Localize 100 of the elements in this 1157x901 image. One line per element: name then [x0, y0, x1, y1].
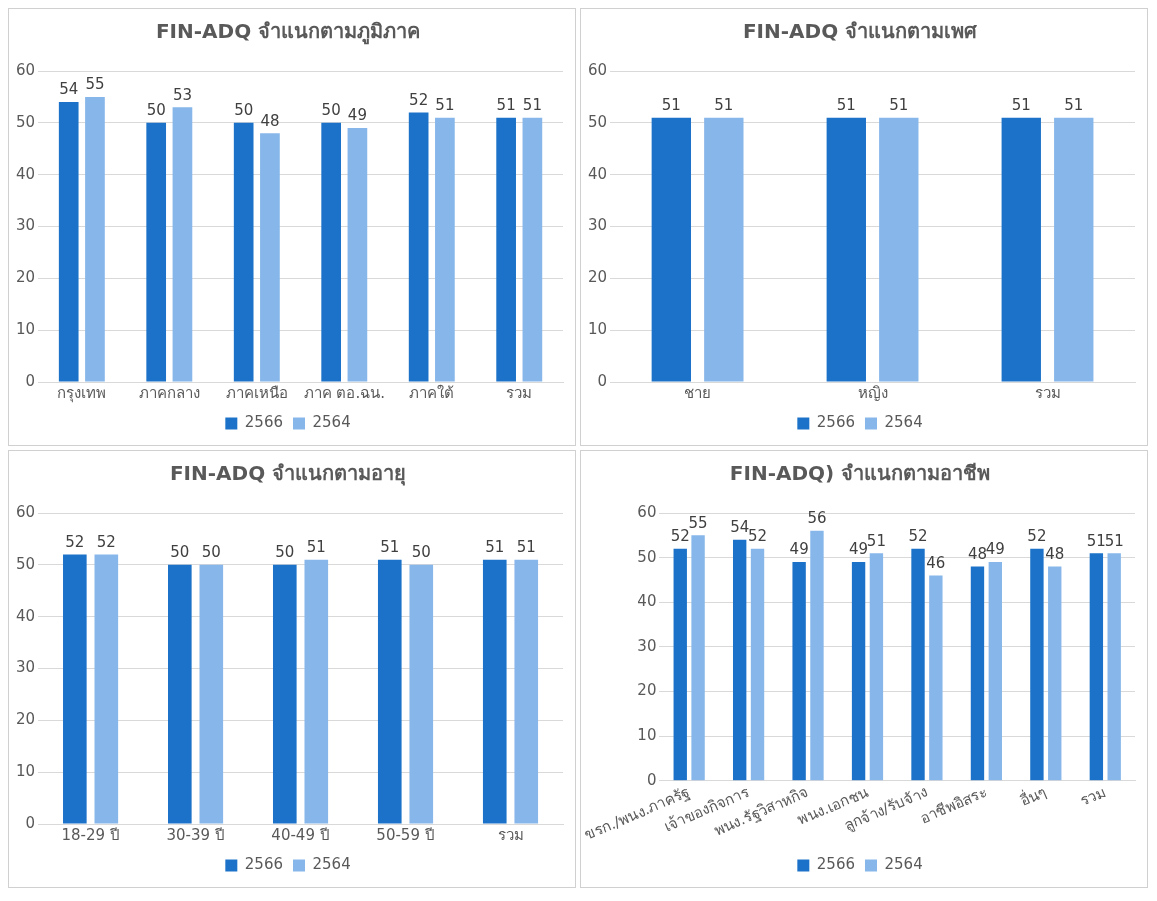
bar	[988, 562, 1002, 781]
data-label: 49	[347, 106, 367, 125]
bar	[691, 535, 705, 781]
bar	[260, 133, 280, 382]
x-tick-label: หญิง	[857, 383, 888, 402]
chart-title: FIN-ADQ) จำแนกตามอาชีพ	[729, 461, 991, 486]
data-label: 51	[1011, 96, 1031, 115]
y-tick-label: 20	[15, 710, 36, 729]
x-tick-label: รวม	[1034, 383, 1061, 402]
bar	[869, 553, 884, 781]
data-label: 50	[146, 101, 166, 120]
y-tick-label: 0	[25, 813, 36, 832]
data-label: 49	[789, 540, 809, 559]
x-tick-label: ชาย	[684, 383, 712, 402]
data-label: 50	[234, 101, 254, 120]
data-label: 53	[172, 85, 192, 104]
x-tick-label: รวม	[1077, 782, 1109, 810]
bar	[810, 530, 824, 781]
y-tick-label: 60	[637, 502, 657, 521]
bar	[435, 117, 455, 382]
data-label: 51	[516, 538, 536, 557]
y-tick-label: 0	[597, 371, 608, 390]
bar	[733, 539, 747, 781]
data-label: 51	[866, 531, 886, 550]
data-label: 52	[670, 527, 690, 546]
x-tick-label: ภาค ตอ.ฉน.	[303, 383, 385, 402]
y-tick-label: 60	[587, 60, 608, 79]
legend-label: 2564	[884, 413, 923, 432]
data-label: 51	[380, 538, 400, 557]
bar	[347, 128, 368, 382]
legend-label: 2566	[244, 855, 284, 874]
data-label: 51	[522, 96, 542, 115]
data-label: 52	[65, 532, 85, 551]
data-label: 52	[409, 90, 429, 109]
x-tick-label: 40-49 ปี	[271, 825, 330, 844]
data-label: 48	[1045, 544, 1065, 563]
x-tick-label: ภาคกลาง	[138, 383, 200, 402]
chart-title: FIN-ADQ จำแนกตามอายุ	[169, 461, 407, 487]
y-tick-label: 10	[637, 726, 657, 745]
bar	[792, 562, 806, 781]
chart-title: FIN-ADQ จำแนกตามเพศ	[742, 19, 979, 44]
legend-label: 2566	[244, 413, 284, 432]
bar	[911, 548, 925, 781]
legend-label: 2564	[312, 413, 351, 432]
data-label: 50	[411, 543, 431, 562]
data-label: 49	[849, 540, 869, 559]
data-label: 51	[661, 96, 681, 115]
data-label: 51	[496, 96, 516, 115]
bar	[146, 122, 167, 382]
data-label: 49	[985, 540, 1005, 559]
y-tick-label: 0	[25, 371, 36, 390]
bar	[851, 562, 866, 781]
bar	[750, 548, 765, 781]
legend-label: 2564	[884, 855, 923, 874]
x-tick-label: 18-29 ปี	[61, 825, 120, 844]
y-tick-label: 30	[637, 636, 657, 655]
x-tick-label: รวม	[506, 383, 533, 402]
y-tick-label: 20	[637, 681, 657, 700]
y-tick-label: 50	[15, 554, 36, 573]
y-tick-label: 10	[587, 320, 608, 339]
y-tick-label: 50	[587, 112, 608, 131]
y-tick-label: 30	[587, 216, 608, 235]
y-tick-label: 30	[15, 658, 36, 677]
data-label: 56	[807, 509, 827, 528]
y-tick-label: 20	[587, 268, 608, 287]
data-label: 51	[714, 96, 734, 115]
x-tick-label: อื่นๆ	[1016, 780, 1049, 810]
data-label: 55	[688, 513, 708, 532]
data-label: 50	[321, 101, 341, 120]
data-label: 46	[926, 553, 946, 572]
x-tick-label: ภาคเหนือ	[225, 383, 288, 402]
data-label: 51	[1104, 531, 1124, 550]
y-tick-label: 40	[637, 592, 657, 611]
y-tick-label: 50	[15, 112, 36, 131]
bar	[929, 575, 943, 781]
data-label: 51	[435, 96, 455, 115]
y-tick-label: 50	[637, 547, 657, 566]
data-label: 50	[201, 543, 221, 562]
bar	[85, 96, 105, 382]
x-tick-label: ภาคใต้	[409, 383, 455, 402]
data-label: 48	[260, 111, 280, 130]
y-tick-label: 40	[587, 164, 608, 183]
bar	[1089, 553, 1104, 781]
data-label: 52	[96, 532, 116, 551]
data-label: 51	[306, 538, 326, 557]
legend-label: 2564	[312, 855, 351, 874]
data-label: 55	[85, 75, 105, 94]
data-label: 51	[836, 96, 856, 115]
chart-title: FIN-ADQ จำแนกตามภูมิภาค	[155, 19, 421, 46]
y-tick-label: 40	[15, 164, 36, 183]
bar	[321, 122, 342, 382]
bar	[673, 548, 687, 781]
x-tick-label: 50-59 ปี	[376, 825, 435, 844]
x-tick-label: 30-39 ปี	[166, 825, 225, 844]
x-tick-label: กรุงเทพ	[57, 383, 107, 403]
data-label: 50	[170, 543, 190, 562]
bar	[58, 102, 79, 382]
bar	[496, 117, 516, 382]
data-label: 51	[1086, 531, 1106, 550]
data-label: 52	[908, 527, 928, 546]
